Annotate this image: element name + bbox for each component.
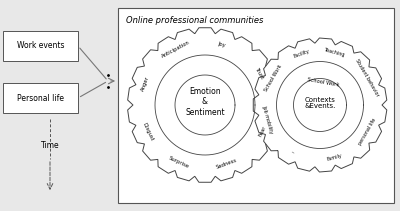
Text: Work events: Work events: [17, 42, 64, 50]
Text: Personal life: Personal life: [17, 93, 64, 103]
Polygon shape: [128, 28, 282, 182]
Text: Job mobility: Job mobility: [262, 104, 274, 134]
Text: Fear: Fear: [258, 125, 267, 138]
Text: Sadness: Sadness: [215, 158, 238, 170]
Text: Surprise: Surprise: [167, 155, 190, 169]
Text: School Work: School Work: [263, 64, 283, 92]
Text: Facility: Facility: [293, 49, 310, 59]
Bar: [3, 31, 78, 61]
Text: Joy: Joy: [217, 41, 226, 47]
Text: Contexts
&Events.: Contexts &Events.: [304, 96, 336, 110]
Text: ...: ...: [290, 149, 296, 155]
Bar: [118, 8, 394, 203]
Text: School Work: School Work: [306, 77, 340, 87]
Text: personal life: personal life: [357, 118, 377, 146]
Text: Student behavior: Student behavior: [354, 58, 380, 97]
Text: Online professional communities: Online professional communities: [126, 16, 263, 25]
Text: Teaching: Teaching: [323, 47, 345, 58]
Polygon shape: [253, 38, 387, 172]
Text: Anger: Anger: [141, 75, 151, 92]
Text: Time: Time: [41, 142, 59, 150]
Text: Disgust: Disgust: [142, 122, 154, 142]
Text: Trust: Trust: [254, 67, 265, 80]
Bar: [3, 83, 78, 113]
Text: Anticipation: Anticipation: [160, 40, 191, 59]
Text: Family: Family: [326, 153, 342, 162]
Text: Emotion
&
Sentiment: Emotion & Sentiment: [185, 87, 225, 117]
